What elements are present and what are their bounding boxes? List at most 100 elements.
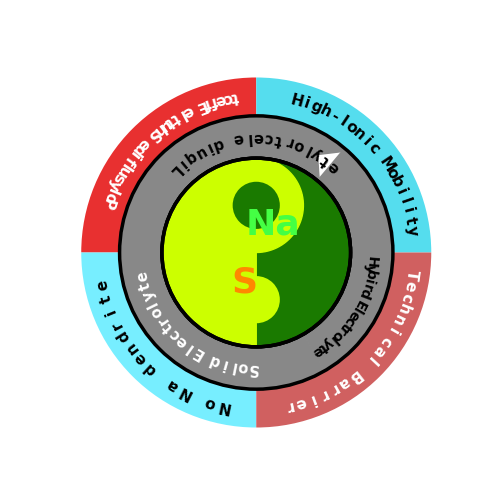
Text: H: H bbox=[289, 92, 305, 110]
Text: i: i bbox=[393, 186, 408, 197]
Text: L: L bbox=[166, 162, 183, 180]
Text: e: e bbox=[325, 158, 342, 176]
Text: d: d bbox=[142, 359, 160, 378]
Text: r: r bbox=[326, 380, 340, 398]
Circle shape bbox=[162, 158, 350, 347]
Wedge shape bbox=[79, 252, 256, 430]
Text: i: i bbox=[307, 392, 317, 407]
Text: a: a bbox=[335, 374, 352, 392]
Text: l: l bbox=[230, 358, 237, 374]
Text: c: c bbox=[222, 90, 234, 106]
Circle shape bbox=[232, 276, 280, 323]
Text: P: P bbox=[98, 196, 116, 212]
Text: l: l bbox=[364, 352, 378, 366]
Text: i: i bbox=[384, 324, 400, 336]
Text: E: E bbox=[351, 297, 368, 312]
Text: e: e bbox=[294, 394, 308, 411]
Text: i: i bbox=[302, 96, 312, 112]
Circle shape bbox=[162, 158, 350, 347]
Text: t: t bbox=[230, 89, 239, 105]
Text: f: f bbox=[202, 96, 212, 112]
Text: H: H bbox=[364, 256, 379, 269]
Text: o: o bbox=[237, 359, 248, 375]
Circle shape bbox=[232, 182, 280, 229]
Text: f: f bbox=[208, 94, 219, 110]
Text: e: e bbox=[253, 130, 264, 144]
Text: t: t bbox=[98, 293, 114, 304]
Wedge shape bbox=[304, 148, 393, 371]
Text: n: n bbox=[350, 125, 368, 144]
Text: b: b bbox=[388, 174, 406, 190]
Text: f: f bbox=[121, 154, 137, 168]
Text: d: d bbox=[128, 140, 147, 158]
Text: t: t bbox=[138, 280, 154, 291]
Text: E: E bbox=[190, 343, 206, 361]
Text: t: t bbox=[338, 318, 353, 332]
Text: e: e bbox=[232, 130, 244, 146]
Text: r: r bbox=[316, 386, 330, 403]
Text: u: u bbox=[155, 116, 172, 135]
Text: o: o bbox=[100, 190, 118, 205]
Text: h: h bbox=[394, 302, 411, 317]
Text: l: l bbox=[349, 304, 364, 316]
Text: t: t bbox=[162, 114, 176, 130]
Text: e: e bbox=[135, 270, 152, 283]
Text: l: l bbox=[326, 332, 339, 346]
Text: i: i bbox=[203, 140, 213, 156]
Text: a: a bbox=[164, 376, 181, 394]
Polygon shape bbox=[162, 158, 256, 347]
Text: d: d bbox=[210, 134, 226, 152]
Text: d: d bbox=[114, 328, 133, 345]
Text: g: g bbox=[308, 98, 324, 116]
Text: l: l bbox=[302, 142, 314, 157]
Text: r: r bbox=[358, 282, 374, 292]
Text: o: o bbox=[148, 304, 167, 320]
Text: b: b bbox=[362, 269, 378, 281]
Text: i: i bbox=[400, 206, 415, 215]
Text: e: e bbox=[94, 278, 111, 292]
Text: c: c bbox=[342, 313, 357, 328]
Polygon shape bbox=[120, 140, 202, 244]
Text: I: I bbox=[336, 114, 349, 130]
Text: c: c bbox=[166, 326, 184, 343]
Text: u: u bbox=[191, 143, 208, 161]
Text: h: h bbox=[317, 102, 334, 121]
Text: r: r bbox=[154, 312, 170, 328]
Text: -: - bbox=[328, 108, 341, 124]
Text: t: t bbox=[402, 216, 418, 226]
Text: i: i bbox=[103, 306, 119, 317]
Text: B: B bbox=[344, 366, 362, 385]
Text: t: t bbox=[274, 131, 284, 148]
Text: S: S bbox=[144, 126, 162, 144]
Wedge shape bbox=[120, 240, 268, 389]
Text: y: y bbox=[363, 264, 378, 274]
Text: t: t bbox=[318, 152, 333, 168]
Text: e: e bbox=[214, 91, 228, 108]
Text: l: l bbox=[245, 130, 251, 145]
Polygon shape bbox=[120, 116, 348, 389]
Text: S: S bbox=[232, 266, 258, 300]
Text: l: l bbox=[396, 196, 412, 206]
Text: y: y bbox=[106, 177, 124, 192]
Text: s: s bbox=[110, 171, 127, 186]
Wedge shape bbox=[256, 252, 434, 430]
Text: e: e bbox=[132, 350, 150, 368]
Text: r: r bbox=[284, 398, 294, 414]
Text: e: e bbox=[174, 332, 190, 350]
Text: i: i bbox=[360, 134, 374, 148]
Text: r: r bbox=[334, 323, 349, 338]
Text: c: c bbox=[264, 130, 274, 146]
Text: M: M bbox=[376, 154, 396, 175]
Text: c: c bbox=[377, 333, 394, 348]
Text: q: q bbox=[182, 148, 199, 167]
Text: t: t bbox=[316, 340, 330, 354]
Polygon shape bbox=[162, 158, 304, 347]
Text: h: h bbox=[149, 121, 167, 140]
Text: Na: Na bbox=[246, 207, 300, 241]
Text: i: i bbox=[361, 277, 376, 285]
Text: l: l bbox=[183, 340, 196, 354]
Text: e: e bbox=[310, 342, 325, 359]
Text: r: r bbox=[284, 134, 294, 150]
Text: c: c bbox=[365, 140, 382, 157]
Text: l: l bbox=[104, 186, 120, 196]
